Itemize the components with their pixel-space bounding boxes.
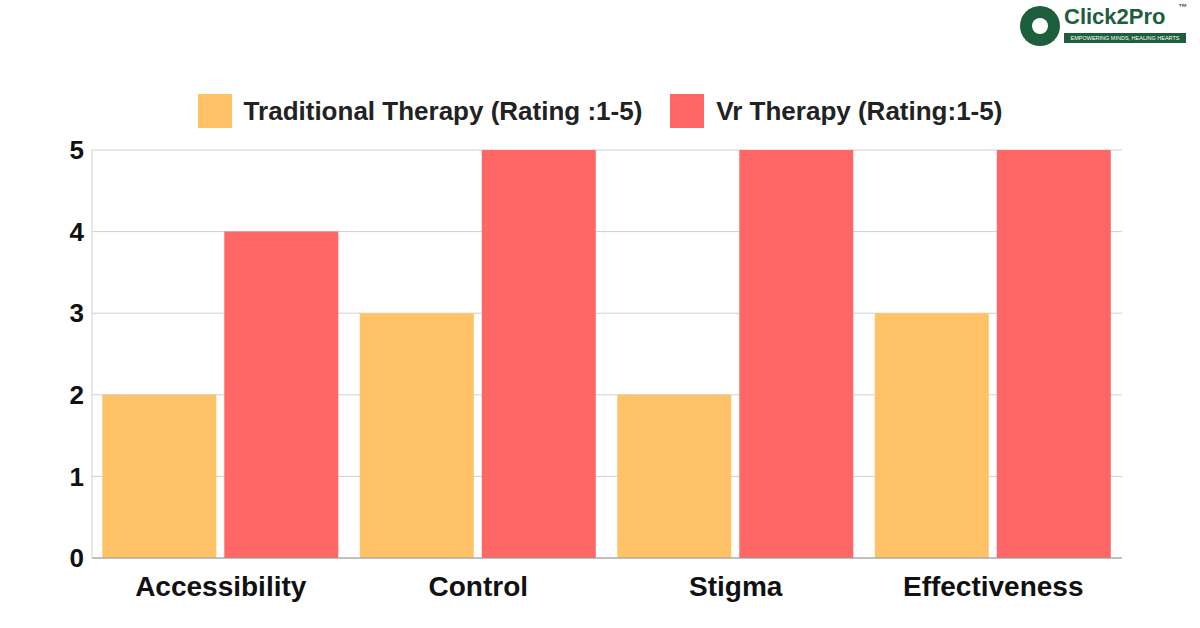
- svg-text:2: 2: [70, 380, 84, 410]
- svg-text:3: 3: [70, 298, 84, 328]
- svg-text:Control: Control: [428, 571, 528, 602]
- svg-text:Stigma: Stigma: [689, 571, 783, 602]
- svg-text:4: 4: [70, 217, 85, 247]
- svg-text:0: 0: [70, 543, 84, 573]
- html-text:Vr Therapy (Rating:1-5): Vr Therapy (Rating:1-5): [716, 95, 1003, 126]
- svg-text:Effectiveness: Effectiveness: [903, 571, 1084, 602]
- svg-text:Accessibility: Accessibility: [135, 571, 307, 602]
- html-text:Click2Pro: Click2Pro: [1064, 4, 1166, 29]
- svg-text:1: 1: [70, 462, 84, 492]
- html-text:EMPOWERING MINDS, HEALING HEAR: EMPOWERING MINDS, HEALING HEARTS: [1070, 35, 1180, 41]
- html-text:Traditional Therapy (Rating :1: Traditional Therapy (Rating :1-5): [243, 95, 643, 126]
- svg-text:5: 5: [70, 135, 84, 165]
